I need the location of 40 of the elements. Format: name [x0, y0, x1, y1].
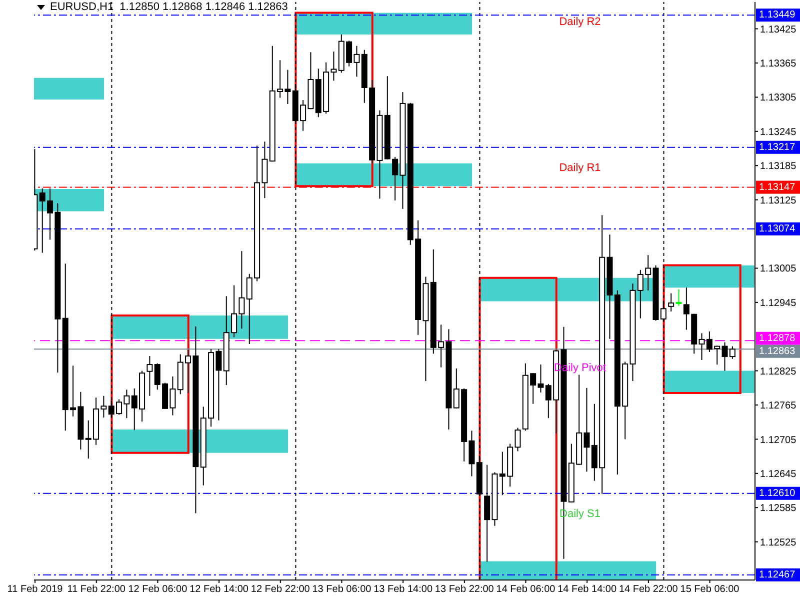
y-tick-label: 1.13185 [760, 161, 797, 172]
x-tick-label: 12 Feb 06:00 [128, 584, 188, 596]
candlestick [668, 292, 674, 312]
x-tick-label: 11 Feb 22:00 [67, 584, 126, 596]
candlestick [676, 288, 682, 306]
ref-line-label: 1.13074 [759, 223, 796, 234]
ref-line-label: 1.12610 [759, 488, 796, 499]
x-tick-label: 13 Feb 06:00 [312, 584, 372, 596]
x-tick-label: 15 Feb 06:00 [680, 584, 740, 596]
x-tick-label: 13 Feb 22:00 [434, 584, 494, 596]
y-tick-label: 1.13365 [760, 58, 797, 70]
ref-line-label: 1.13147 [759, 182, 796, 193]
annotation: Daily R2 [559, 16, 601, 28]
y-tick-label: 1.13125 [760, 195, 797, 206]
y-tick-label: 1.13425 [760, 24, 797, 36]
y-tick-label: 1.12585 [760, 503, 797, 514]
x-tick-label: 14 Feb 14:00 [558, 584, 617, 596]
ref-line-label: 1.12863 [759, 346, 796, 357]
x-tick-label: 14 Feb 22:00 [618, 584, 678, 596]
x-tick-label: 14 Feb 06:00 [496, 584, 556, 596]
candlestick [146, 355, 153, 396]
ref-line-label: 1.13449 [759, 10, 796, 21]
y-tick-label: 1.13305 [760, 92, 797, 104]
x-tick-label: 11 Feb 2019 [7, 584, 64, 596]
y-tick-label: 1.13245 [760, 126, 797, 138]
y-tick-label: 1.12705 [760, 434, 797, 446]
chart-title: EURUSD,H1 1.12850 1.12868 1.12846 1.12863 [50, 1, 288, 14]
x-tick-label: 12 Feb 14:00 [190, 584, 249, 596]
x-tick-label: 12 Feb 22:00 [250, 584, 310, 596]
y-tick-label: 1.12945 [760, 298, 797, 309]
y-tick-label: 1.12525 [760, 537, 797, 548]
y-tick-label: 1.12825 [760, 366, 797, 378]
ref-line-label: 1.13217 [759, 142, 796, 153]
y-tick-label: 1.13005 [760, 264, 797, 275]
y-tick-label: 1.12765 [760, 400, 797, 412]
ref-line-label: 1.12467 [759, 569, 796, 580]
annotation: Daily R1 [559, 162, 601, 174]
y-tick-label: 1.12645 [760, 468, 797, 480]
ref-line-label: 1.12878 [759, 332, 796, 344]
x-tick-label: 13 Feb 14:00 [374, 584, 433, 596]
